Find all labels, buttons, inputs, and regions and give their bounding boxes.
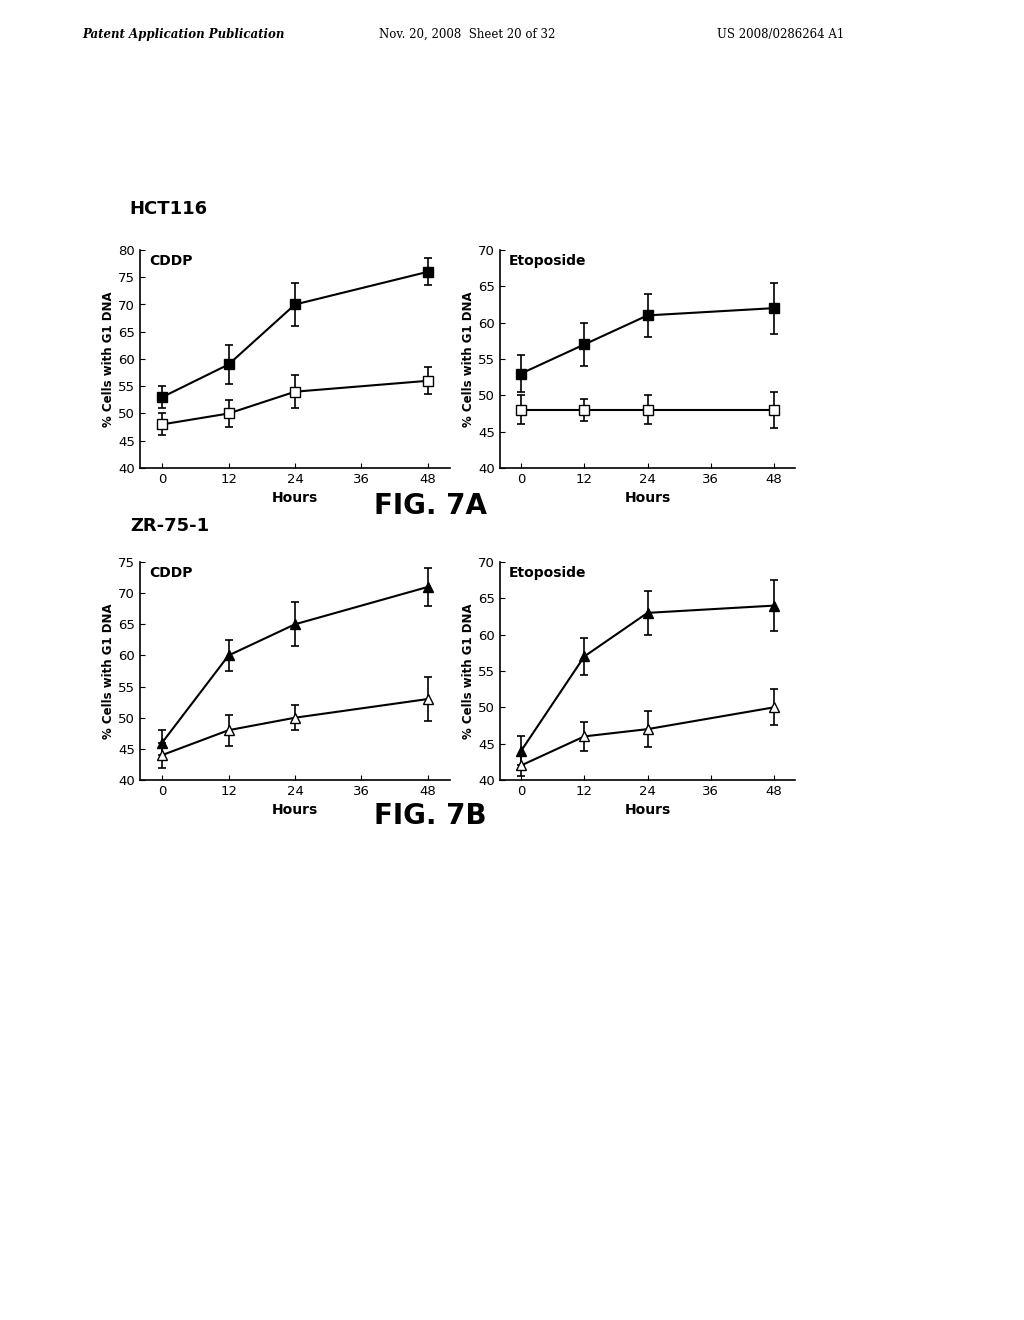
Y-axis label: % Cells with G1 DNA: % Cells with G1 DNA <box>463 603 475 739</box>
X-axis label: Hours: Hours <box>272 491 318 506</box>
X-axis label: Hours: Hours <box>272 804 318 817</box>
Text: ZR-75-1: ZR-75-1 <box>130 517 209 535</box>
Y-axis label: % Cells with G1 DNA: % Cells with G1 DNA <box>463 292 475 426</box>
Text: CDDP: CDDP <box>150 255 193 268</box>
Text: Etoposide: Etoposide <box>509 566 587 581</box>
Text: Nov. 20, 2008  Sheet 20 of 32: Nov. 20, 2008 Sheet 20 of 32 <box>379 28 555 41</box>
Text: Patent Application Publication: Patent Application Publication <box>82 28 285 41</box>
Text: FIG. 7B: FIG. 7B <box>374 803 486 830</box>
Y-axis label: % Cells with G1 DNA: % Cells with G1 DNA <box>102 603 116 739</box>
Text: US 2008/0286264 A1: US 2008/0286264 A1 <box>717 28 844 41</box>
Text: FIG. 7A: FIG. 7A <box>374 492 486 520</box>
Y-axis label: % Cells with G1 DNA: % Cells with G1 DNA <box>102 292 116 426</box>
X-axis label: Hours: Hours <box>625 804 671 817</box>
Text: CDDP: CDDP <box>150 566 193 581</box>
X-axis label: Hours: Hours <box>625 491 671 506</box>
Text: Etoposide: Etoposide <box>509 255 587 268</box>
Text: HCT116: HCT116 <box>130 201 208 218</box>
